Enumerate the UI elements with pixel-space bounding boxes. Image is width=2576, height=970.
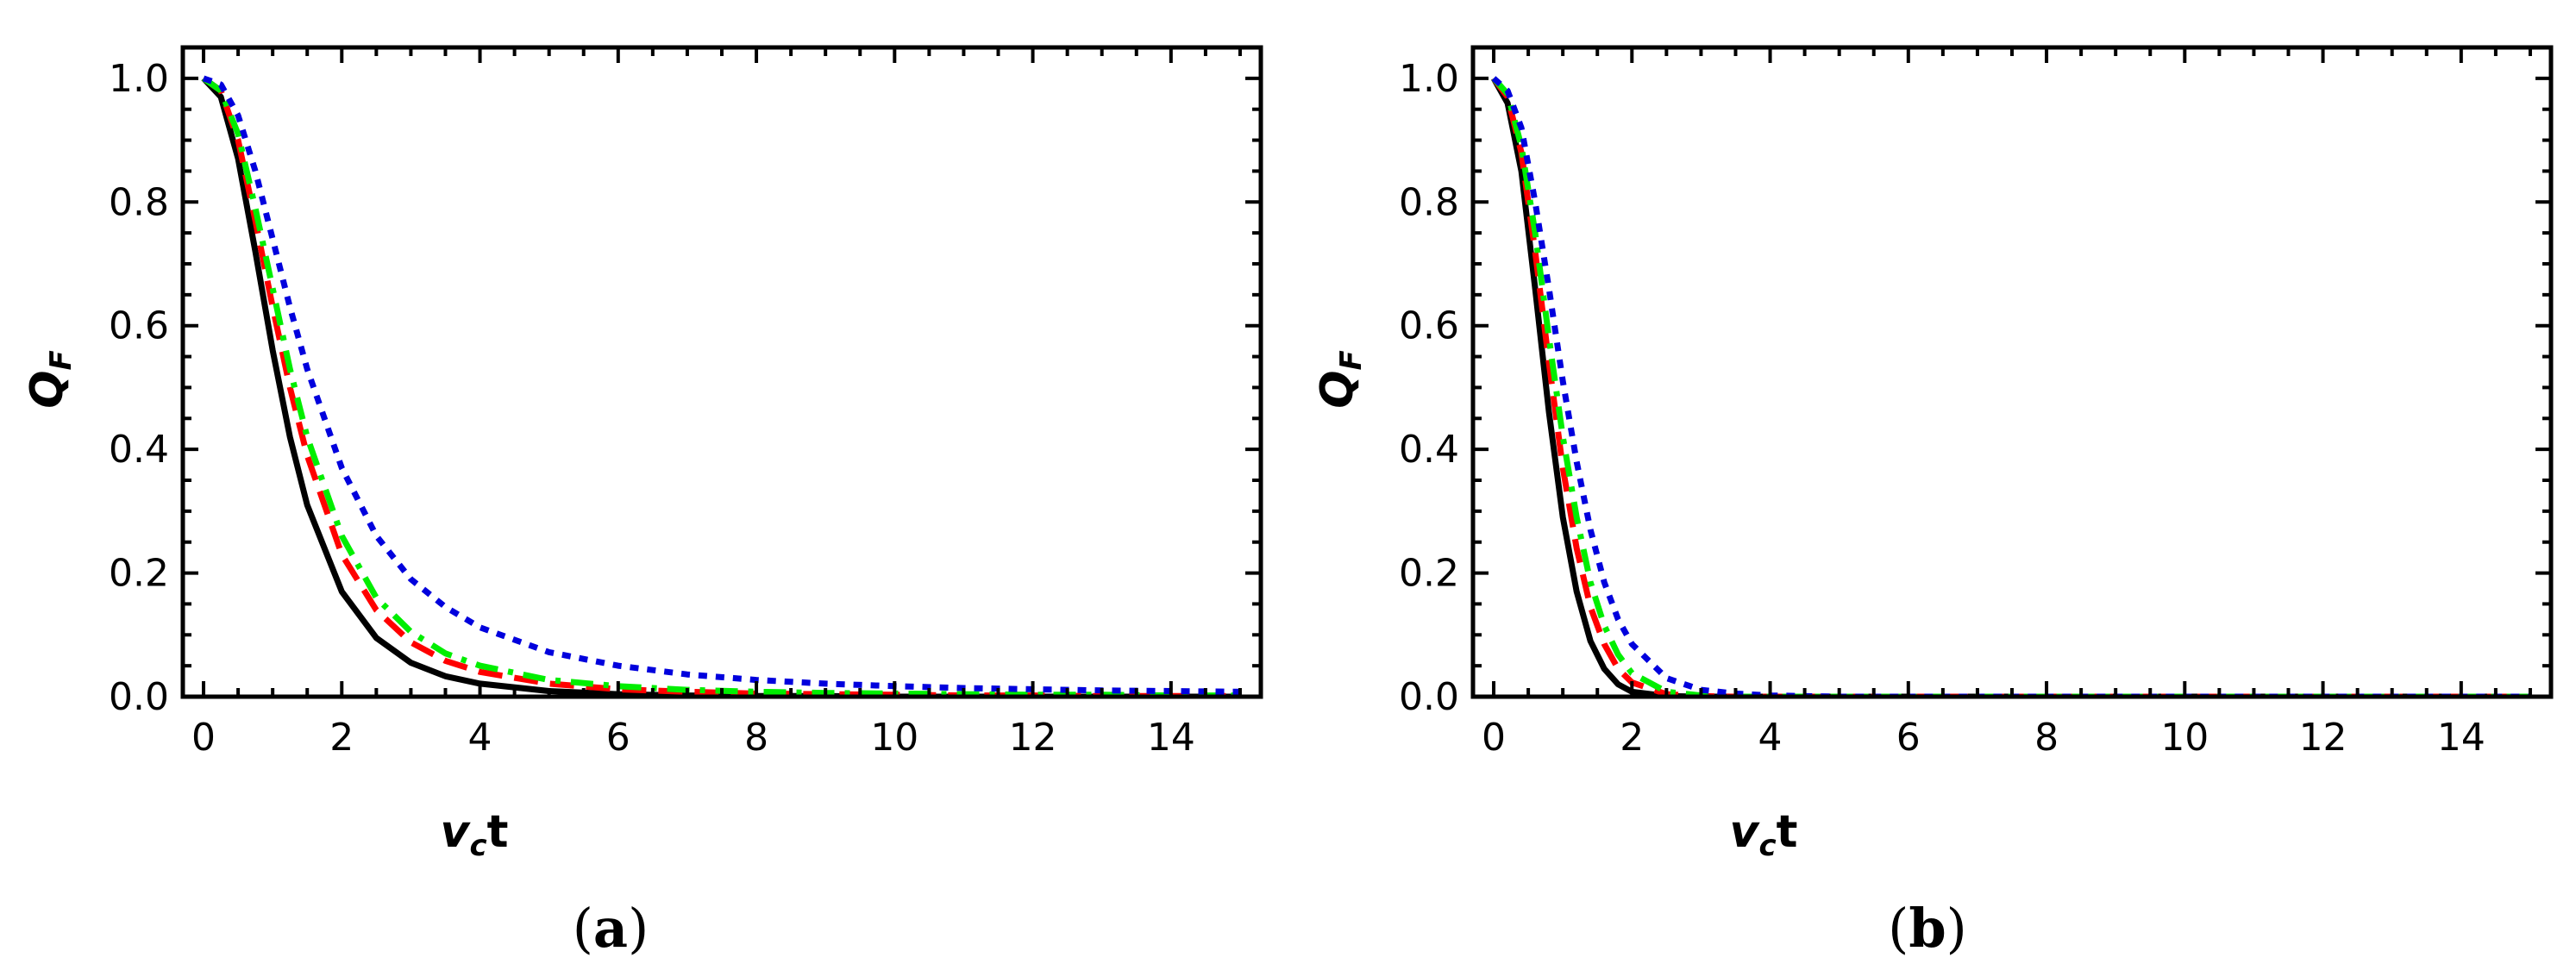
series-solid-black bbox=[201, 76, 1240, 697]
y-tick-label: 0.6 bbox=[1399, 304, 1459, 348]
x-tick-label: 8 bbox=[2034, 716, 2059, 760]
series-dashed-red bbox=[201, 76, 1240, 697]
x-tick-label: 2 bbox=[1620, 716, 1644, 760]
x-tick-label: 10 bbox=[2160, 716, 2209, 760]
x-tick-label: 10 bbox=[870, 716, 918, 760]
y-tick-label: 0.4 bbox=[1399, 428, 1459, 472]
y-axis-label-a: QF bbox=[22, 350, 78, 408]
x-axis-label-b: vct bbox=[1730, 806, 1798, 863]
y-tick-label: 0.6 bbox=[109, 304, 169, 348]
x-tick-label: 0 bbox=[1482, 716, 1506, 760]
series-dotted-blue bbox=[202, 75, 1241, 695]
y-tick-label: 0.8 bbox=[109, 180, 169, 224]
y-tick-label: 0.8 bbox=[1399, 180, 1459, 224]
series-dotted-blue bbox=[1491, 76, 2530, 697]
x-tick-label: 12 bbox=[2299, 716, 2347, 760]
x-tick-label: 4 bbox=[1758, 716, 1783, 760]
y-tick-label: 0.0 bbox=[1399, 675, 1459, 719]
y-axis-label-b: QF bbox=[1312, 350, 1369, 408]
series-solid-black bbox=[1490, 77, 2530, 697]
y-tick-label: 0.0 bbox=[109, 675, 169, 719]
chart-panel-a: 0 2 4 6 8 10 12 14 0.0 0.2 0.4 0.6 0.8 1.0 vct QF (a) bbox=[22, 45, 1263, 960]
x-tick-label: 0 bbox=[191, 716, 216, 760]
x-tick-label: 8 bbox=[744, 716, 768, 760]
x-tick-label: 6 bbox=[1896, 716, 1921, 760]
y-tick-label: 1.0 bbox=[1399, 57, 1459, 101]
plot-frame bbox=[1470, 45, 2554, 699]
chart-panel-b: 0 2 4 6 8 10 12 14 0.0 0.2 0.4 0.6 0.8 1.0 vct QF (b) bbox=[1312, 45, 2554, 960]
y-tick-label: 0.4 bbox=[109, 428, 169, 472]
x-tick-label: 14 bbox=[1147, 716, 1195, 760]
x-axis-label-a: vct bbox=[441, 806, 509, 863]
x-tick-label: 4 bbox=[468, 716, 492, 760]
x-tick-label: 14 bbox=[2437, 716, 2485, 760]
plot-area-a: 0 2 4 6 8 10 12 14 0.0 0.2 0.4 0.6 0.8 1.0 bbox=[109, 45, 1263, 760]
plot-area-b: 0 2 4 6 8 10 12 14 0.0 0.2 0.4 0.6 0.8 1.0 bbox=[1399, 45, 2554, 760]
panel-label-b: (b) bbox=[1888, 897, 1967, 960]
y-tick-label: 0.2 bbox=[109, 552, 169, 596]
series-dashdot-green bbox=[1491, 76, 2530, 697]
x-tick-label: 6 bbox=[606, 716, 630, 760]
panel-label-a: (a) bbox=[573, 897, 649, 960]
x-tick-label: 2 bbox=[329, 716, 354, 760]
y-tick-label: 1.0 bbox=[109, 57, 169, 101]
series-dashdot-green bbox=[201, 76, 1240, 697]
series-dashed-red bbox=[1491, 76, 2530, 697]
y-tick-label: 0.2 bbox=[1399, 552, 1459, 596]
x-tick-label: 12 bbox=[1009, 716, 1057, 760]
